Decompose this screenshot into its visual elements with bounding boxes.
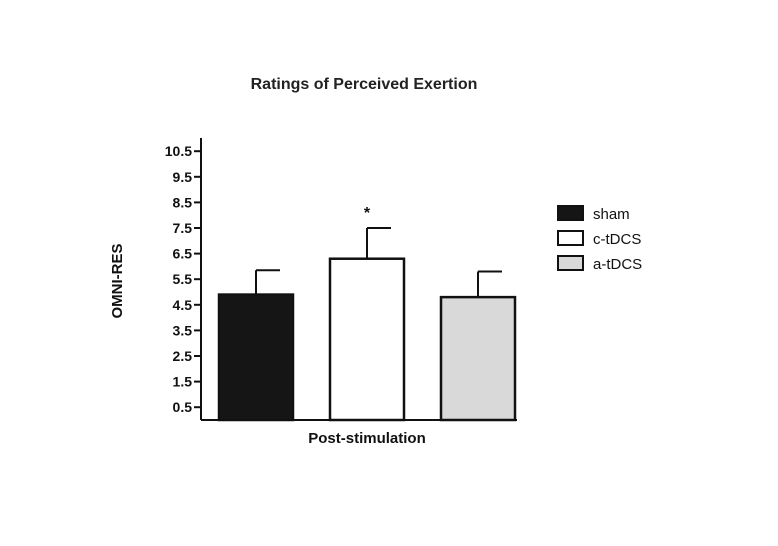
bar-sham: [217, 293, 295, 422]
legend: sham c-tDCS a-tDCS: [557, 205, 642, 273]
bar-c-tDCS: [328, 257, 406, 422]
chart-title: Ratings of Perceived Exertion: [251, 76, 478, 93]
legend-swatch-a-tDCS: [557, 255, 584, 271]
y-tick-label: 2.5: [173, 348, 193, 364]
y-axis-label: OMNI-RES: [109, 244, 126, 319]
y-tick-label: 3.5: [173, 322, 193, 338]
legend-swatch-c-tDCS: [557, 230, 584, 246]
y-tick-label: 10.5: [165, 143, 192, 159]
significance-marker: *: [364, 205, 371, 222]
legend-label-sham: sham: [593, 206, 630, 223]
legend-label-a-tDCS: a-tDCS: [593, 256, 642, 273]
legend-swatch-sham: [557, 205, 584, 221]
y-tick-label: 5.5: [173, 271, 193, 287]
y-tick-label: 4.5: [173, 297, 193, 313]
y-tick-label: 6.5: [173, 246, 193, 262]
y-tick-label: 8.5: [173, 194, 193, 210]
y-tick-label: 7.5: [173, 220, 193, 236]
bars: *: [201, 205, 517, 422]
y-tick-label: 1.5: [173, 374, 193, 390]
bar-a-tDCS: [439, 295, 517, 422]
x-axis-label: Post-stimulation: [308, 430, 426, 447]
y-tick-label: 9.5: [173, 169, 193, 185]
legend-label-c-tDCS: c-tDCS: [593, 231, 641, 248]
y-axis: 0.5 1.5 2.5 3.5 4.5 5.5 6.5 7.5 8.5 9.5 10.5: [165, 138, 202, 420]
y-tick-label: 0.5: [173, 399, 193, 415]
